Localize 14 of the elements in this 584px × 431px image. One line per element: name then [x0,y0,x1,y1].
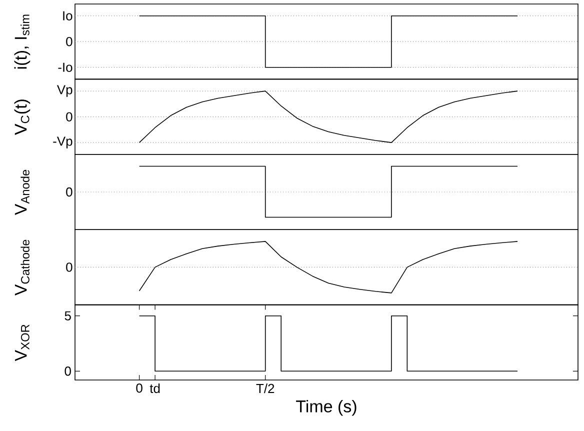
y-axis-title: i(t), I$_{stim}$ [14,14,30,69]
ref-line-label: Vp [56,85,72,97]
y-tick-label: 5 [64,311,71,320]
ref-line-label: -Io [58,62,72,72]
y-axis-title: V$_{Cathode}$ [14,240,30,296]
y-axis-title: V$_{XOR}$ [14,324,30,362]
ref-line-label: Io [63,11,72,20]
x-tick-label: td [150,384,160,394]
x-axis-title: Time (s) [296,400,356,416]
y-axis-title: V$_{C}$(t) [14,100,30,135]
x-tick-label: 0 [136,384,142,393]
x-tick-label: T/2 [256,384,274,394]
y-axis-title: V$_{Anode}$ [14,170,30,216]
ref-line-label: -Vp [53,136,72,148]
